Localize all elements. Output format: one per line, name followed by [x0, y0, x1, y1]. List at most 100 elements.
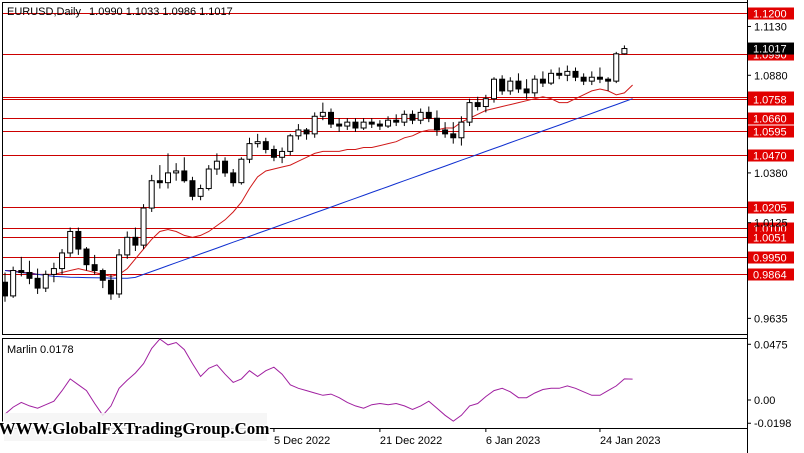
bearish-candle-body	[230, 172, 237, 184]
date-label: 5 Dec 2022	[274, 435, 330, 447]
candlesticks	[2, 45, 628, 302]
bullish-candle-body	[205, 168, 212, 190]
bullish-candle-body	[10, 270, 17, 297]
bearish-candle-body	[352, 121, 359, 129]
moving-average-lines	[4, 84, 633, 279]
oscillator-tick-label: 0.00	[754, 395, 775, 407]
bearish-candle-body	[393, 119, 400, 123]
bearish-candle-body	[425, 111, 432, 119]
bullish-candle-body	[295, 129, 302, 137]
date-label: 6 Jan 2023	[486, 435, 540, 447]
bullish-candle-body	[287, 135, 294, 152]
level-price-label: 0.9864	[753, 270, 787, 282]
level-price-label: 1.0660	[753, 114, 787, 126]
level-price-label: 1.0758	[753, 95, 787, 107]
bullish-candle-body	[124, 236, 131, 256]
bullish-candle-body	[59, 252, 66, 270]
bullish-candle-body	[173, 170, 180, 174]
level-price-tag	[748, 251, 794, 264]
bearish-candle-body	[18, 270, 25, 273]
bullish-candle-body	[531, 78, 538, 94]
date-label: 21 Dec 2022	[380, 435, 442, 447]
bullish-candle-body	[42, 273, 49, 289]
bearish-candle-body	[409, 113, 416, 121]
bearish-candle-body	[450, 133, 457, 139]
bearish-candle-body	[556, 72, 563, 76]
level-price-label: 0.9950	[753, 253, 787, 265]
bearish-candle-body	[34, 277, 41, 289]
bullish-candle-body	[613, 53, 620, 82]
watermark: WWW.GlobalFXTradingGroup.Com WWW.GlobalF…	[0, 413, 271, 441]
bearish-candle-body	[91, 264, 98, 272]
bearish-candle-body	[2, 281, 8, 297]
bullish-candle-body	[466, 102, 473, 123]
bearish-candle-body	[523, 88, 530, 94]
bullish-candle-body	[482, 98, 489, 108]
bearish-candle-body	[474, 102, 481, 108]
bullish-candle-body	[360, 121, 367, 129]
svg-text:WWW.GlobalFXTradingGroup.Com: WWW.GlobalFXTradingGroup.Com	[0, 419, 269, 438]
price-panel-frame	[2, 2, 748, 335]
level-price-label: 1.0051	[753, 233, 787, 245]
bullish-candle-body	[458, 121, 465, 139]
price-tick-label: 1.0125	[754, 218, 788, 230]
bearish-candle-body	[368, 121, 375, 125]
marlin-line	[4, 338, 633, 422]
oscillator-tick-label: 0.0475	[754, 339, 788, 351]
bullish-candle-body	[213, 160, 220, 170]
bullish-candle-body	[279, 150, 286, 158]
marlin-oscillator	[4, 338, 633, 422]
level-price-label: 1.0595	[753, 127, 787, 139]
bullish-candle-body	[165, 172, 171, 184]
bullish-candle-body	[588, 76, 595, 82]
bullish-candle-body	[311, 115, 318, 135]
bullish-candle-body	[67, 230, 74, 254]
svg-text:WWW.GlobalFXTradingGroup.Com: WWW.GlobalFXTradingGroup.Com	[0, 419, 269, 438]
bearish-candle-body	[189, 180, 196, 197]
level-price-tag	[748, 112, 794, 125]
chart-title: EURUSD,Daily 1.0990 1.1033 1.0986 1.1017	[7, 6, 233, 18]
bearish-candle-body	[181, 170, 188, 182]
bullish-candle-body	[344, 121, 351, 127]
bullish-candle-body	[254, 141, 261, 145]
bullish-candle-body	[564, 70, 571, 76]
bullish-candle-body	[417, 111, 424, 121]
bearish-candle-body	[222, 160, 229, 174]
moving-average-line	[5, 84, 633, 277]
bearish-candle-body	[336, 123, 343, 127]
bullish-candle-body	[507, 80, 514, 92]
indicator-title: Marlin 0.0178	[7, 344, 74, 356]
bearish-candle-body	[572, 70, 579, 78]
level-price-tag	[748, 93, 794, 106]
level-price-label: 1.0205	[753, 203, 787, 215]
bearish-candle-body	[83, 248, 90, 266]
bullish-candle-body	[238, 158, 245, 184]
bullish-candle-body	[148, 180, 155, 209]
bullish-candle-body	[197, 188, 204, 197]
bullish-candle-body	[246, 143, 253, 160]
bearish-candle-body	[442, 129, 449, 135]
bullish-candle-body	[385, 119, 392, 127]
level-price-label: 1.0470	[753, 151, 787, 163]
level-price-tag	[748, 149, 794, 162]
level-price-tag	[748, 125, 794, 138]
moving-average-line	[4, 98, 633, 279]
price-tick-label: 0.9635	[754, 313, 788, 325]
price-tick-label: 1.0380	[754, 168, 788, 180]
bearish-candle-body	[262, 141, 269, 150]
bearish-candle-body	[580, 76, 587, 82]
bullish-candle-body	[548, 72, 555, 84]
level-price-tag	[748, 231, 794, 244]
bearish-candle-body	[132, 236, 139, 246]
level-price-tag	[748, 268, 794, 281]
bullish-candle-body	[319, 111, 326, 117]
bullish-candle-body	[116, 254, 123, 295]
bullish-candle-body	[140, 207, 147, 246]
bearish-candle-body	[376, 123, 383, 127]
bullish-candle-body	[401, 113, 408, 123]
bullish-candle-body	[50, 268, 57, 275]
current-price-label: 1.1017	[753, 44, 787, 56]
symbol-timeframe: EURUSD,Daily	[7, 6, 81, 18]
oscillator-tick-label: -0.0198	[754, 418, 791, 430]
